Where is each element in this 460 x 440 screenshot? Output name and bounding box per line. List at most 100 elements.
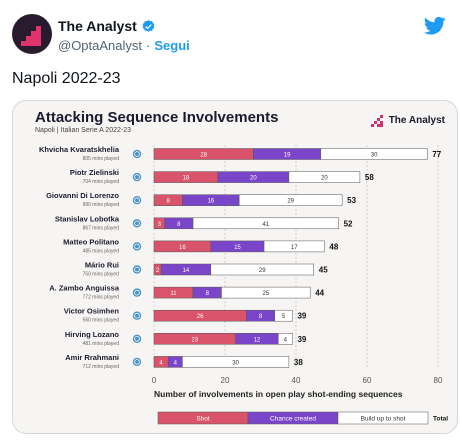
bar-value-label: 29	[259, 268, 266, 274]
twitter-bird-icon[interactable]	[424, 16, 446, 36]
player-icon	[132, 265, 142, 274]
player-icon-ring	[134, 359, 140, 365]
player-icon	[132, 242, 142, 251]
player-icon	[132, 219, 142, 228]
player-icon-ring	[134, 336, 140, 342]
player-icon-ring	[134, 174, 140, 180]
legend-label: Build up to shot	[361, 416, 406, 423]
bar-value-label: 25	[262, 291, 269, 297]
player-name: Khvicha Kvaratskhelia	[39, 145, 120, 154]
chart-card[interactable]: Attacking Sequence Involvements Napoli |…	[12, 100, 458, 434]
bar-value-label: 8	[206, 291, 210, 297]
legend-label: Shot	[196, 416, 210, 423]
bar-segment	[210, 263, 314, 276]
bar-value-label: 2	[156, 268, 160, 274]
player-name: Mário Rui	[85, 261, 119, 270]
player-minutes: 990 mins played	[83, 202, 120, 208]
bar-total-label: 39	[297, 312, 306, 321]
bar-value-label: 19	[284, 153, 291, 159]
player-icon	[132, 288, 142, 297]
author-name[interactable]: The Analyst	[58, 18, 137, 34]
bar-total-label: 58	[365, 173, 374, 182]
bar-value-label: 23	[191, 337, 198, 343]
x-tick-label: 60	[363, 376, 372, 385]
analyst-logo-icon	[370, 113, 385, 127]
player-icon-ring	[134, 289, 140, 296]
player-minutes: 704 mins played	[83, 179, 120, 185]
bar-value-label: 11	[170, 291, 177, 297]
bar-value-label: 18	[183, 176, 190, 182]
player-minutes: 712 mins played	[83, 364, 120, 370]
bar-value-label: 5	[282, 314, 286, 320]
bar-value-label: 30	[232, 360, 239, 366]
bar-value-label: 16	[207, 199, 214, 205]
bar-total-label: 77	[432, 150, 441, 159]
player-icon-ring	[134, 266, 140, 273]
player-icon	[132, 149, 142, 159]
player-name: Piotr Zielinski	[70, 168, 119, 177]
bar-value-label: 4	[174, 360, 178, 366]
bar-value-label: 26	[197, 314, 204, 320]
player-icon	[132, 357, 142, 367]
bar-value-label: 15	[234, 245, 241, 251]
x-tick-label: 20	[221, 376, 230, 385]
chart-plot: 0 20 40 60 80 Number of involvements in open …	[39, 145, 448, 425]
x-axis-label: Number of involvements in open play shot…	[154, 389, 403, 399]
bar-total-label: 38	[294, 358, 303, 367]
player-name: Stanislav Lobotka	[55, 214, 120, 223]
bar-segment	[320, 148, 428, 160]
brand: The Analyst	[370, 113, 445, 127]
bar-segment	[274, 309, 293, 322]
player-minutes: 867 mins played	[83, 225, 120, 231]
player-icon	[132, 172, 142, 182]
player-icon	[132, 311, 142, 320]
bar-value-label: 14	[183, 268, 190, 274]
bar-segment	[182, 356, 290, 368]
bar-value-label: 8	[177, 222, 181, 228]
tweet-header: The Analyst @OptaAnalyst · Segui	[0, 0, 460, 64]
bar-value-label: 20	[250, 176, 257, 182]
bar-value-label: 4	[284, 337, 288, 343]
bar-total-label: 45	[319, 266, 328, 275]
player-name: Hirving Lozano	[65, 330, 120, 339]
bar-segment	[263, 240, 325, 253]
bar-value-label: 16	[179, 245, 186, 251]
bar-value-label: 20	[321, 176, 328, 182]
bar-value-label: 4	[159, 360, 163, 366]
player-minutes: 772 mins played	[83, 295, 120, 301]
player-name: Giovanni Di Lorenzo	[46, 191, 119, 200]
bar-value-label: 8	[259, 314, 263, 320]
chart-title: Attacking Sequence Involvements	[35, 109, 279, 126]
bar-value-label: 12	[254, 337, 261, 343]
bar-total-label: 39	[297, 335, 306, 344]
tweet-text: Napoli 2022-23	[12, 70, 121, 87]
legend-swatch	[337, 411, 429, 425]
player-minutes: 750 mins played	[83, 272, 120, 278]
player-name: A. Zambo Anguissa	[49, 284, 120, 293]
player-icon	[132, 196, 142, 205]
player-icon	[132, 334, 142, 343]
x-tick-label: 0	[152, 376, 157, 385]
follow-button[interactable]: Segui	[154, 38, 190, 53]
player-minutes: 481 mins played	[83, 341, 120, 347]
player-icon-ring	[134, 197, 140, 203]
bar-total-label: 53	[347, 196, 356, 205]
bar-segment	[238, 194, 343, 206]
bar-total-label: 48	[329, 242, 338, 251]
author-avatar[interactable]	[12, 14, 52, 54]
bar-value-label: 30	[371, 153, 378, 159]
player-icon-ring	[134, 243, 140, 250]
player-name: Matteo Politano	[63, 237, 119, 246]
x-tick-label: 80	[434, 376, 443, 385]
player-minutes: 805 mins played	[83, 156, 120, 162]
bar-segment	[288, 171, 361, 183]
player-minutes: 560 mins played	[83, 318, 120, 324]
legend-label: Chance created	[270, 416, 316, 423]
bar-segment	[221, 286, 311, 299]
bar-total-label: 52	[344, 219, 353, 228]
brand-name: The Analyst	[388, 114, 445, 126]
player-name: Amir Rrahmani	[65, 353, 119, 362]
bar-value-label: 8	[167, 199, 171, 205]
author-handle[interactable]: @OptaAnalyst	[58, 38, 143, 53]
bar-segment	[278, 333, 293, 345]
